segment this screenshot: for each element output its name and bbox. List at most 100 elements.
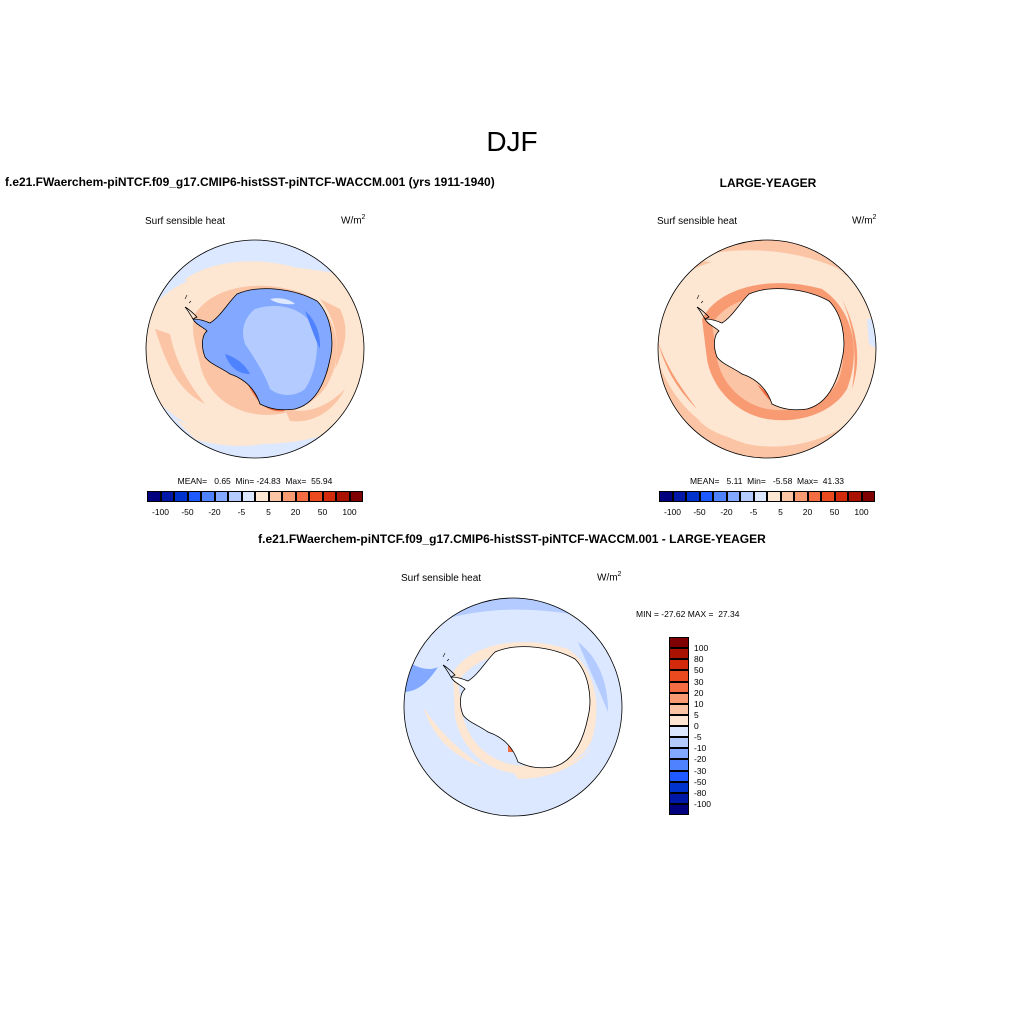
colorbar-box <box>753 491 767 502</box>
colorbar-box <box>669 770 689 782</box>
colorbar-tick-label: -50 <box>181 507 194 517</box>
test-polar-map <box>145 239 365 459</box>
colorbar-box <box>669 659 689 671</box>
colorbar-box <box>669 692 689 704</box>
reference-colorbar-ticks: -100 -50 -20 -5 5 20 50 100 <box>659 507 875 519</box>
colorbar-box <box>282 491 296 502</box>
difference-case-title: f.e21.FWaerchem-piNTCF.f09_g17.CMIP6-his… <box>258 532 766 546</box>
colorbar-tick-label: -100 <box>694 798 712 809</box>
colorbar-tick-label: 10 <box>694 698 704 709</box>
difference-stats: MIN = -27.62 MAX = 27.34 <box>636 609 740 619</box>
colorbar-box <box>669 726 689 738</box>
colorbar-tick-label: -10 <box>694 743 707 754</box>
colorbar-box <box>201 491 215 502</box>
difference-colorbar <box>669 637 689 815</box>
colorbar-box <box>349 491 363 502</box>
colorbar-box <box>740 491 754 502</box>
colorbar-box <box>669 781 689 793</box>
colorbar-tick-label: -50 <box>694 776 707 787</box>
reference-case-title: LARGE-YEAGER <box>719 176 817 190</box>
colorbar-tick-label: 20 <box>290 507 301 517</box>
colorbar-box <box>669 737 689 749</box>
colorbar-box <box>295 491 309 502</box>
colorbar-tick-label: -80 <box>694 787 707 798</box>
difference-polar-map <box>403 597 623 817</box>
colorbar-box <box>686 491 700 502</box>
difference-variable-label: Surf sensible heat <box>401 573 482 584</box>
colorbar-tick-label: 5 <box>778 507 783 517</box>
colorbar-tick-label: 100 <box>342 507 357 517</box>
colorbar-tick-label: -20 <box>694 754 707 765</box>
colorbar-box <box>669 792 689 804</box>
colorbar-box <box>713 491 727 502</box>
reference-units-label: W/m2 <box>852 214 877 227</box>
colorbar-box <box>268 491 282 502</box>
colorbar-box <box>669 637 689 649</box>
colorbar-tick-label: -5 <box>237 507 246 517</box>
colorbar-box <box>659 491 673 502</box>
test-case-title: f.e21.FWaerchem-piNTCF.f09_g17.CMIP6-his… <box>5 175 495 189</box>
colorbar-tick-label: -100 <box>663 507 682 517</box>
colorbar-tick-label: 50 <box>694 665 704 676</box>
colorbar-tick-label: -5 <box>749 507 758 517</box>
colorbar-box <box>669 803 689 815</box>
colorbar-tick-label: -100 <box>151 507 170 517</box>
colorbar-tick-label: 100 <box>854 507 869 517</box>
test-colorbar-ticks: -100 -50 -20 -5 5 20 50 100 <box>147 507 363 519</box>
colorbar-box <box>669 670 689 682</box>
colorbar-box <box>861 491 875 502</box>
colorbar-box <box>160 491 174 502</box>
colorbar-tick-label: 30 <box>694 676 704 687</box>
test-stats: MEAN= 0.65 Min= -24.83 Max= 55.94 <box>177 476 333 486</box>
colorbar-tick-label: -20 <box>720 507 733 517</box>
colorbar-box <box>255 491 269 502</box>
colorbar-box <box>821 491 835 502</box>
colorbar-tick-label: -5 <box>694 732 702 743</box>
reference-variable-label: Surf sensible heat <box>657 216 738 227</box>
reference-polar-map <box>657 239 877 459</box>
reference-stats: MEAN= 5.11 Min= -5.58 Max= 41.33 <box>689 476 845 486</box>
colorbar-box <box>780 491 794 502</box>
colorbar-tick-label: -20 <box>208 507 221 517</box>
colorbar-tick-label: 50 <box>317 507 328 517</box>
colorbar-tick-label: 80 <box>694 654 704 665</box>
colorbar-box <box>669 759 689 771</box>
colorbar-box <box>228 491 242 502</box>
colorbar-tick-label: 20 <box>694 687 704 698</box>
colorbar-tick-label: 0 <box>694 721 699 731</box>
colorbar-box <box>834 491 848 502</box>
test-colorbar <box>147 491 363 502</box>
colorbar-box <box>322 491 336 502</box>
colorbar-tick-label: 100 <box>694 643 709 654</box>
colorbar-box <box>669 748 689 760</box>
colorbar-box <box>241 491 255 502</box>
colorbar-box <box>848 491 862 502</box>
colorbar-tick-label: -30 <box>694 765 707 776</box>
colorbar-box <box>794 491 808 502</box>
difference-units-label: W/m2 <box>597 571 622 584</box>
colorbar-box <box>336 491 350 502</box>
colorbar-tick-label: -50 <box>693 507 706 517</box>
colorbar-tick-label: 5 <box>694 709 699 720</box>
colorbar-box <box>309 491 323 502</box>
test-variable-label: Surf sensible heat <box>145 216 226 227</box>
colorbar-box <box>214 491 228 502</box>
colorbar-box <box>147 491 161 502</box>
colorbar-tick-label: 50 <box>829 507 840 517</box>
colorbar-box <box>726 491 740 502</box>
difference-colorbar-labels: 100 80 50 30 20 10 5 0 -5 -10 -20 -30 -50 -80 -100 <box>694 637 734 815</box>
colorbar-tick-label: 20 <box>802 507 813 517</box>
colorbar-box <box>669 703 689 715</box>
colorbar-box <box>669 648 689 660</box>
test-units-label: W/m2 <box>341 214 366 227</box>
colorbar-tick-label: 5 <box>266 507 271 517</box>
season-title: DJF <box>486 126 538 157</box>
colorbar-box <box>669 714 689 726</box>
colorbar-box <box>699 491 713 502</box>
colorbar-box <box>767 491 781 502</box>
reference-colorbar <box>659 491 875 502</box>
colorbar-box <box>187 491 201 502</box>
colorbar-box <box>669 681 689 693</box>
colorbar-box <box>174 491 188 502</box>
colorbar-box <box>672 491 686 502</box>
